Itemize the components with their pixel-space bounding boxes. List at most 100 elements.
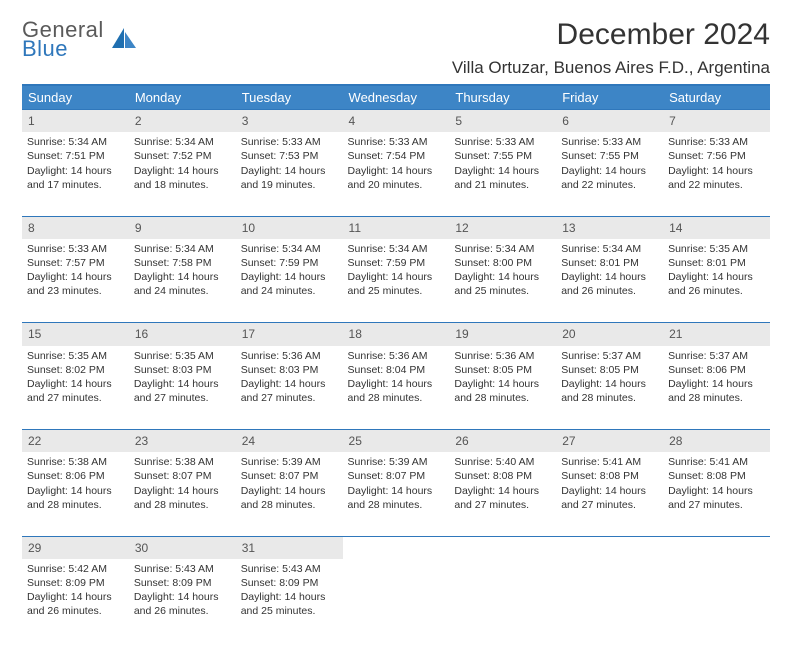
sunrise-text: Sunrise: 5:33 AM xyxy=(561,135,658,149)
day-cell: Sunrise: 5:34 AMSunset: 8:00 PMDaylight:… xyxy=(449,239,556,323)
day-number: 12 xyxy=(449,216,556,239)
weekday-header: Thursday xyxy=(449,85,556,110)
day-cell xyxy=(343,559,450,643)
daylight-text-2: and 28 minutes. xyxy=(348,391,445,405)
sunset-text: Sunset: 8:09 PM xyxy=(134,576,231,590)
day-number xyxy=(343,536,450,559)
day-number: 5 xyxy=(449,110,556,133)
daylight-text-2: and 27 minutes. xyxy=(561,498,658,512)
daylight-text-1: Daylight: 14 hours xyxy=(27,377,124,391)
week-row: Sunrise: 5:34 AMSunset: 7:51 PMDaylight:… xyxy=(22,132,770,216)
day-cell: Sunrise: 5:35 AMSunset: 8:03 PMDaylight:… xyxy=(129,346,236,430)
day-cell xyxy=(663,559,770,643)
day-cell xyxy=(449,559,556,643)
daylight-text-2: and 20 minutes. xyxy=(348,178,445,192)
day-number: 17 xyxy=(236,323,343,346)
daylight-text-2: and 27 minutes. xyxy=(668,498,765,512)
sunrise-text: Sunrise: 5:33 AM xyxy=(241,135,338,149)
calendar-table: Sunday Monday Tuesday Wednesday Thursday… xyxy=(22,84,770,643)
day-cell: Sunrise: 5:35 AMSunset: 8:01 PMDaylight:… xyxy=(663,239,770,323)
sunset-text: Sunset: 7:52 PM xyxy=(134,149,231,163)
daylight-text-2: and 26 minutes. xyxy=(561,284,658,298)
sunset-text: Sunset: 8:08 PM xyxy=(668,469,765,483)
weekday-header: Friday xyxy=(556,85,663,110)
daylight-text-2: and 28 minutes. xyxy=(668,391,765,405)
day-number: 2 xyxy=(129,110,236,133)
sunset-text: Sunset: 8:05 PM xyxy=(454,363,551,377)
day-number: 9 xyxy=(129,216,236,239)
day-number: 22 xyxy=(22,430,129,453)
sunset-text: Sunset: 7:54 PM xyxy=(348,149,445,163)
daylight-text-1: Daylight: 14 hours xyxy=(454,164,551,178)
day-cell: Sunrise: 5:41 AMSunset: 8:08 PMDaylight:… xyxy=(556,452,663,536)
header: General Blue December 2024 Villa Ortuzar… xyxy=(22,18,770,78)
daylight-text-2: and 28 minutes. xyxy=(27,498,124,512)
sunset-text: Sunset: 8:08 PM xyxy=(454,469,551,483)
sunrise-text: Sunrise: 5:36 AM xyxy=(348,349,445,363)
day-number: 15 xyxy=(22,323,129,346)
day-cell: Sunrise: 5:34 AMSunset: 7:59 PMDaylight:… xyxy=(236,239,343,323)
daylight-text-1: Daylight: 14 hours xyxy=(134,164,231,178)
day-number: 4 xyxy=(343,110,450,133)
sunrise-text: Sunrise: 5:34 AM xyxy=(454,242,551,256)
day-number: 8 xyxy=(22,216,129,239)
weekday-header: Monday xyxy=(129,85,236,110)
daylight-text-1: Daylight: 14 hours xyxy=(668,484,765,498)
brand-line2: Blue xyxy=(22,37,104,60)
day-cell: Sunrise: 5:34 AMSunset: 7:52 PMDaylight:… xyxy=(129,132,236,216)
daylight-text-1: Daylight: 14 hours xyxy=(668,270,765,284)
sunrise-text: Sunrise: 5:41 AM xyxy=(668,455,765,469)
sunset-text: Sunset: 8:05 PM xyxy=(561,363,658,377)
daylight-text-2: and 28 minutes. xyxy=(561,391,658,405)
day-cell: Sunrise: 5:33 AMSunset: 7:55 PMDaylight:… xyxy=(449,132,556,216)
sunset-text: Sunset: 7:59 PM xyxy=(348,256,445,270)
daylight-text-1: Daylight: 14 hours xyxy=(561,377,658,391)
day-number: 21 xyxy=(663,323,770,346)
sunrise-text: Sunrise: 5:36 AM xyxy=(241,349,338,363)
daylight-text-2: and 27 minutes. xyxy=(241,391,338,405)
sunset-text: Sunset: 7:55 PM xyxy=(561,149,658,163)
day-cell: Sunrise: 5:43 AMSunset: 8:09 PMDaylight:… xyxy=(236,559,343,643)
daylight-text-1: Daylight: 14 hours xyxy=(241,164,338,178)
day-cell: Sunrise: 5:43 AMSunset: 8:09 PMDaylight:… xyxy=(129,559,236,643)
daylight-text-1: Daylight: 14 hours xyxy=(454,377,551,391)
daylight-text-1: Daylight: 14 hours xyxy=(241,590,338,604)
day-cell: Sunrise: 5:34 AMSunset: 8:01 PMDaylight:… xyxy=(556,239,663,323)
sunset-text: Sunset: 8:00 PM xyxy=(454,256,551,270)
daylight-text-2: and 27 minutes. xyxy=(134,391,231,405)
sunset-text: Sunset: 7:56 PM xyxy=(668,149,765,163)
sunset-text: Sunset: 8:07 PM xyxy=(241,469,338,483)
sunset-text: Sunset: 8:09 PM xyxy=(241,576,338,590)
sunrise-text: Sunrise: 5:34 AM xyxy=(241,242,338,256)
sunset-text: Sunset: 8:03 PM xyxy=(134,363,231,377)
daylight-text-1: Daylight: 14 hours xyxy=(27,164,124,178)
sunrise-text: Sunrise: 5:40 AM xyxy=(454,455,551,469)
day-number: 11 xyxy=(343,216,450,239)
sunrise-text: Sunrise: 5:43 AM xyxy=(134,562,231,576)
sunset-text: Sunset: 8:09 PM xyxy=(27,576,124,590)
daylight-text-1: Daylight: 14 hours xyxy=(454,270,551,284)
sunrise-text: Sunrise: 5:34 AM xyxy=(561,242,658,256)
day-number: 19 xyxy=(449,323,556,346)
daylight-text-1: Daylight: 14 hours xyxy=(454,484,551,498)
sunset-text: Sunset: 7:53 PM xyxy=(241,149,338,163)
daylight-text-2: and 28 minutes. xyxy=(134,498,231,512)
sunrise-text: Sunrise: 5:35 AM xyxy=(134,349,231,363)
daylight-text-2: and 21 minutes. xyxy=(454,178,551,192)
sunrise-text: Sunrise: 5:41 AM xyxy=(561,455,658,469)
daylight-text-1: Daylight: 14 hours xyxy=(561,484,658,498)
day-number xyxy=(663,536,770,559)
daylight-text-1: Daylight: 14 hours xyxy=(561,270,658,284)
day-number: 31 xyxy=(236,536,343,559)
daylight-text-2: and 22 minutes. xyxy=(668,178,765,192)
sunrise-text: Sunrise: 5:33 AM xyxy=(668,135,765,149)
sunrise-text: Sunrise: 5:34 AM xyxy=(134,135,231,149)
sunrise-text: Sunrise: 5:37 AM xyxy=(668,349,765,363)
brand-logo: General Blue xyxy=(22,18,138,60)
daylight-text-2: and 25 minutes. xyxy=(454,284,551,298)
day-cell: Sunrise: 5:33 AMSunset: 7:53 PMDaylight:… xyxy=(236,132,343,216)
sunrise-text: Sunrise: 5:38 AM xyxy=(27,455,124,469)
day-cell: Sunrise: 5:41 AMSunset: 8:08 PMDaylight:… xyxy=(663,452,770,536)
daylight-text-2: and 27 minutes. xyxy=(27,391,124,405)
month-title: December 2024 xyxy=(452,18,770,52)
